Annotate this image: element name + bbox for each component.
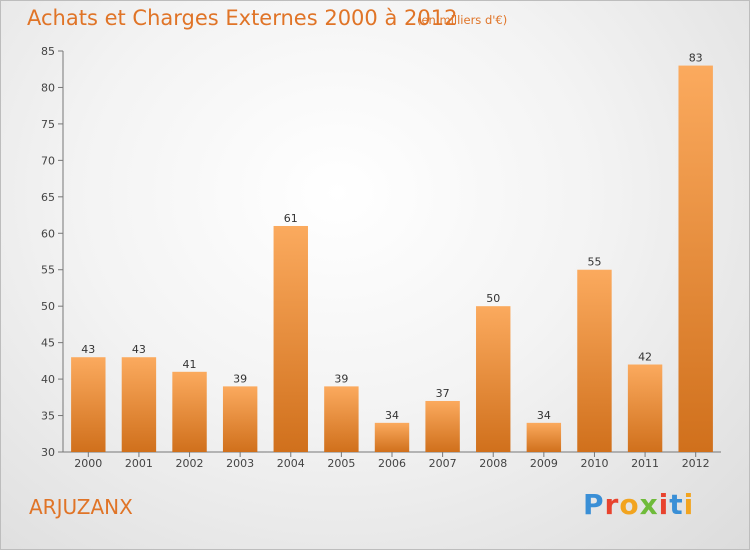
bar (678, 65, 713, 452)
x-tick-label: 2001 (125, 457, 153, 470)
y-tick-label: 45 (41, 337, 55, 350)
x-tick-label: 2011 (631, 457, 659, 470)
y-tick-label: 70 (41, 154, 55, 167)
bar (425, 400, 460, 452)
y-tick-label: 30 (41, 446, 55, 459)
bar (526, 422, 562, 452)
y-tick-label: 50 (41, 300, 55, 313)
y-tick-label: 75 (41, 118, 55, 131)
y-tick-label: 85 (41, 45, 55, 58)
bar (374, 422, 410, 452)
y-tick-label: 35 (41, 410, 55, 423)
bar (627, 364, 663, 452)
y-tick-label: 55 (41, 264, 55, 277)
bar-value-label: 83 (689, 52, 703, 65)
y-tick-label: 40 (41, 373, 55, 386)
x-tick-label: 2009 (530, 457, 558, 470)
bar (577, 269, 612, 452)
commune-name: ARJUZANX (29, 495, 133, 519)
bar (172, 371, 207, 452)
bar (121, 357, 157, 452)
y-tick-label: 65 (41, 191, 55, 204)
bar (324, 386, 359, 452)
bar-value-label: 34 (537, 409, 551, 422)
x-tick-label: 2002 (176, 457, 204, 470)
y-tick-label: 80 (41, 81, 55, 94)
bar-value-label: 55 (587, 256, 601, 269)
x-tick-label: 2007 (429, 457, 457, 470)
bar (222, 386, 258, 452)
bar-value-label: 34 (385, 409, 399, 422)
x-tick-label: 2012 (682, 457, 710, 470)
bar-value-label: 50 (486, 292, 500, 305)
bar-value-label: 42 (638, 351, 652, 364)
chart-unit: (en milliers d'€) (417, 13, 508, 27)
bar (476, 306, 511, 452)
x-tick-label: 2000 (74, 457, 102, 470)
bar-value-label: 43 (132, 343, 146, 356)
bar-value-label: 43 (81, 343, 95, 356)
x-tick-label: 2005 (327, 457, 355, 470)
bar (71, 357, 106, 452)
chart-title: Achats et Charges Externes 2000 à 2012 (27, 6, 458, 30)
x-tick-label: 2010 (580, 457, 608, 470)
bar-value-label: 37 (436, 387, 450, 400)
proxiti-logo: Proxiti (583, 488, 695, 521)
bar-value-label: 61 (284, 212, 298, 225)
x-tick-label: 2008 (479, 457, 507, 470)
bar (273, 225, 308, 452)
x-tick-label: 2006 (378, 457, 406, 470)
x-tick-label: 2004 (277, 457, 305, 470)
bar-value-label: 41 (183, 358, 197, 371)
bar-value-label: 39 (334, 372, 348, 385)
y-tick-label: 60 (41, 227, 55, 240)
bar-value-label: 39 (233, 372, 247, 385)
x-tick-label: 2003 (226, 457, 254, 470)
